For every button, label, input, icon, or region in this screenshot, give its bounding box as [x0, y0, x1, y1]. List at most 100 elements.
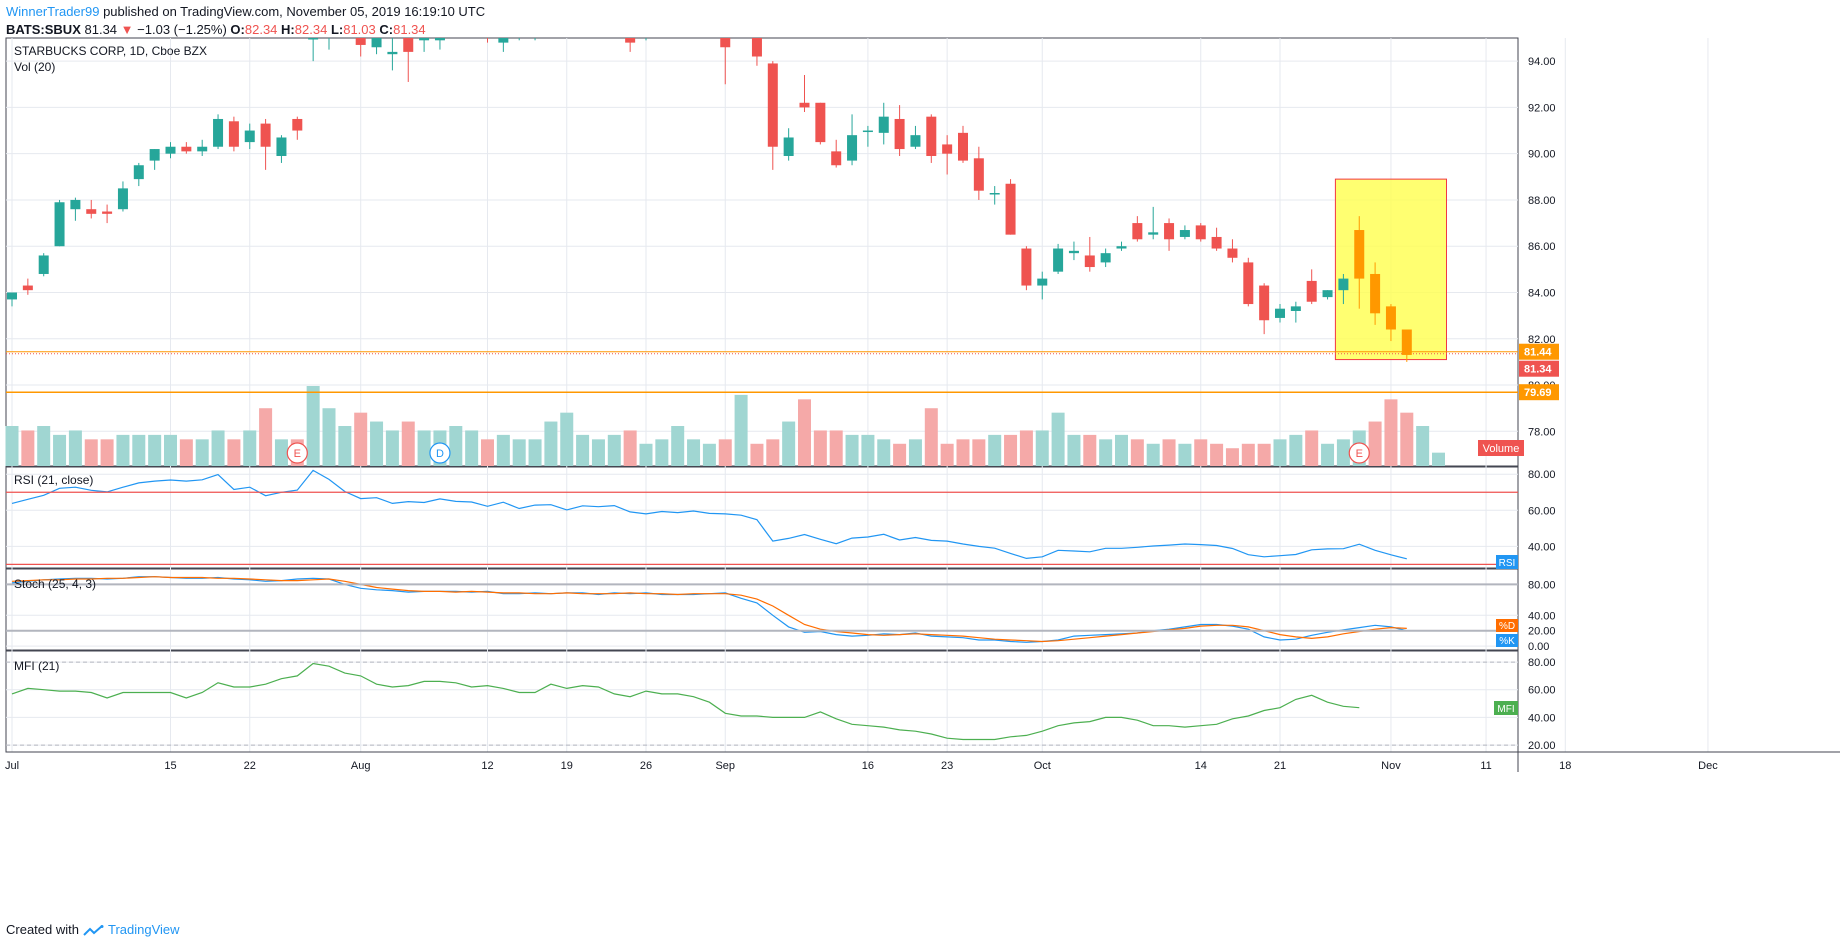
candle-body — [403, 38, 414, 52]
volume-bar — [940, 443, 954, 466]
x-tick-label: 11 — [1480, 760, 1491, 772]
candle-body — [847, 135, 858, 161]
candle-body — [165, 146, 176, 154]
rsi-pane-frame — [5, 466, 1519, 569]
candle-body — [989, 193, 1000, 195]
volume-bar — [1257, 443, 1271, 466]
x-tick-label: 14 — [1195, 760, 1207, 772]
candle-body — [958, 132, 968, 161]
candle-body — [1179, 230, 1190, 237]
candle-body — [133, 165, 144, 180]
candle-body — [942, 144, 953, 154]
candle-body — [1195, 225, 1206, 240]
current-price-tag-bg — [1519, 360, 1559, 377]
candle-body — [1275, 308, 1285, 318]
price-pane-frame — [5, 37, 1519, 467]
volume-bar — [68, 430, 82, 466]
price-tick-label: 82.00 — [1528, 334, 1556, 346]
volume-bar — [1004, 434, 1018, 466]
candle-body — [926, 116, 937, 156]
candle-body — [514, 31, 524, 36]
volume-bar — [1115, 434, 1128, 466]
footer-brand-link[interactable]: TradingView — [107, 922, 180, 937]
volume-bar — [1162, 439, 1176, 466]
volume-bar — [401, 421, 415, 466]
volume-bar — [1321, 443, 1335, 466]
candle-body — [1164, 223, 1175, 240]
volume-bar — [243, 430, 257, 466]
candle-body — [831, 151, 842, 166]
volume-bar — [766, 439, 780, 466]
volume-bar — [322, 408, 336, 466]
x-tick-label: 26 — [640, 760, 652, 772]
candle-body — [1243, 262, 1254, 305]
x-tick-label: 23 — [941, 760, 953, 772]
price-tick-label: 78.00 — [1528, 426, 1556, 438]
candle-body — [467, 26, 477, 28]
volume-bar — [1384, 399, 1398, 466]
x-tick-label: Oct — [1034, 760, 1051, 772]
candle-body — [1290, 306, 1301, 311]
close-label: C: — [379, 22, 394, 37]
down-arrow-icon: ▼ — [120, 22, 134, 37]
volume-bar — [1178, 443, 1192, 466]
volume-bar — [512, 439, 526, 466]
change-value: −1.03 (−1.25%) — [137, 22, 227, 37]
candle-body — [451, 29, 461, 31]
candle-body — [213, 118, 224, 147]
volume-study-label: Vol (20) — [14, 60, 55, 74]
candle-body — [910, 135, 921, 147]
volume-bar — [956, 439, 970, 466]
candle-body — [1084, 255, 1095, 268]
candle-body — [973, 158, 984, 191]
candle-body — [609, 31, 619, 33]
volume-bar — [798, 399, 811, 466]
level-price-tag-bg — [1519, 384, 1559, 401]
publish-line: WinnerTrader99 published on TradingView.… — [6, 4, 485, 19]
candle-body — [22, 285, 33, 291]
volume-bar — [53, 434, 67, 466]
volume-bar — [84, 439, 98, 466]
candle-body — [783, 137, 794, 156]
volume-bar — [1432, 452, 1445, 466]
candles-group — [7, 24, 1412, 362]
volume-bar — [306, 386, 320, 466]
volume-bar — [861, 434, 875, 466]
author-link[interactable]: WinnerTrader99 — [6, 4, 100, 19]
volume-bar — [1241, 443, 1255, 466]
candle-body — [498, 38, 509, 43]
stoch-d-tag: %D — [1499, 621, 1515, 632]
rsi-tag: RSI — [1499, 558, 1516, 569]
volume-bar — [1305, 430, 1319, 466]
candle-body — [704, 24, 714, 29]
candle-body — [1227, 248, 1238, 258]
stoch-d-tag-bg — [1496, 619, 1518, 632]
mfi-tag-bg — [1494, 701, 1518, 715]
stoch-k-tag: %K — [1499, 636, 1515, 647]
candle-body — [657, 26, 667, 31]
candle-body — [1306, 280, 1317, 302]
volume-bar — [1019, 430, 1033, 466]
candle-body — [308, 38, 319, 40]
candle-body — [546, 26, 556, 33]
stoch-label: Stoch (25, 4, 3) — [14, 577, 96, 591]
candle-body — [483, 33, 493, 35]
candle-body — [593, 29, 603, 31]
candle-body — [1259, 285, 1270, 321]
volume-bar — [449, 426, 463, 466]
volume-bar — [702, 443, 716, 466]
volume-bar — [1035, 430, 1049, 466]
volume-bar — [1051, 412, 1065, 466]
level-price-tag: 79.69 — [1524, 387, 1552, 399]
volume-bar — [417, 430, 431, 466]
event-marker-label: D — [436, 448, 444, 460]
volume-bar — [845, 434, 859, 466]
mfi-label: MFI (21) — [14, 659, 59, 673]
stoch-k-line — [11, 576, 1407, 643]
x-tick-label: 18 — [1559, 760, 1571, 772]
candle-body — [276, 137, 287, 156]
x-tick-label: 16 — [862, 760, 874, 772]
candle-body — [720, 38, 731, 48]
candle-body — [324, 29, 334, 31]
